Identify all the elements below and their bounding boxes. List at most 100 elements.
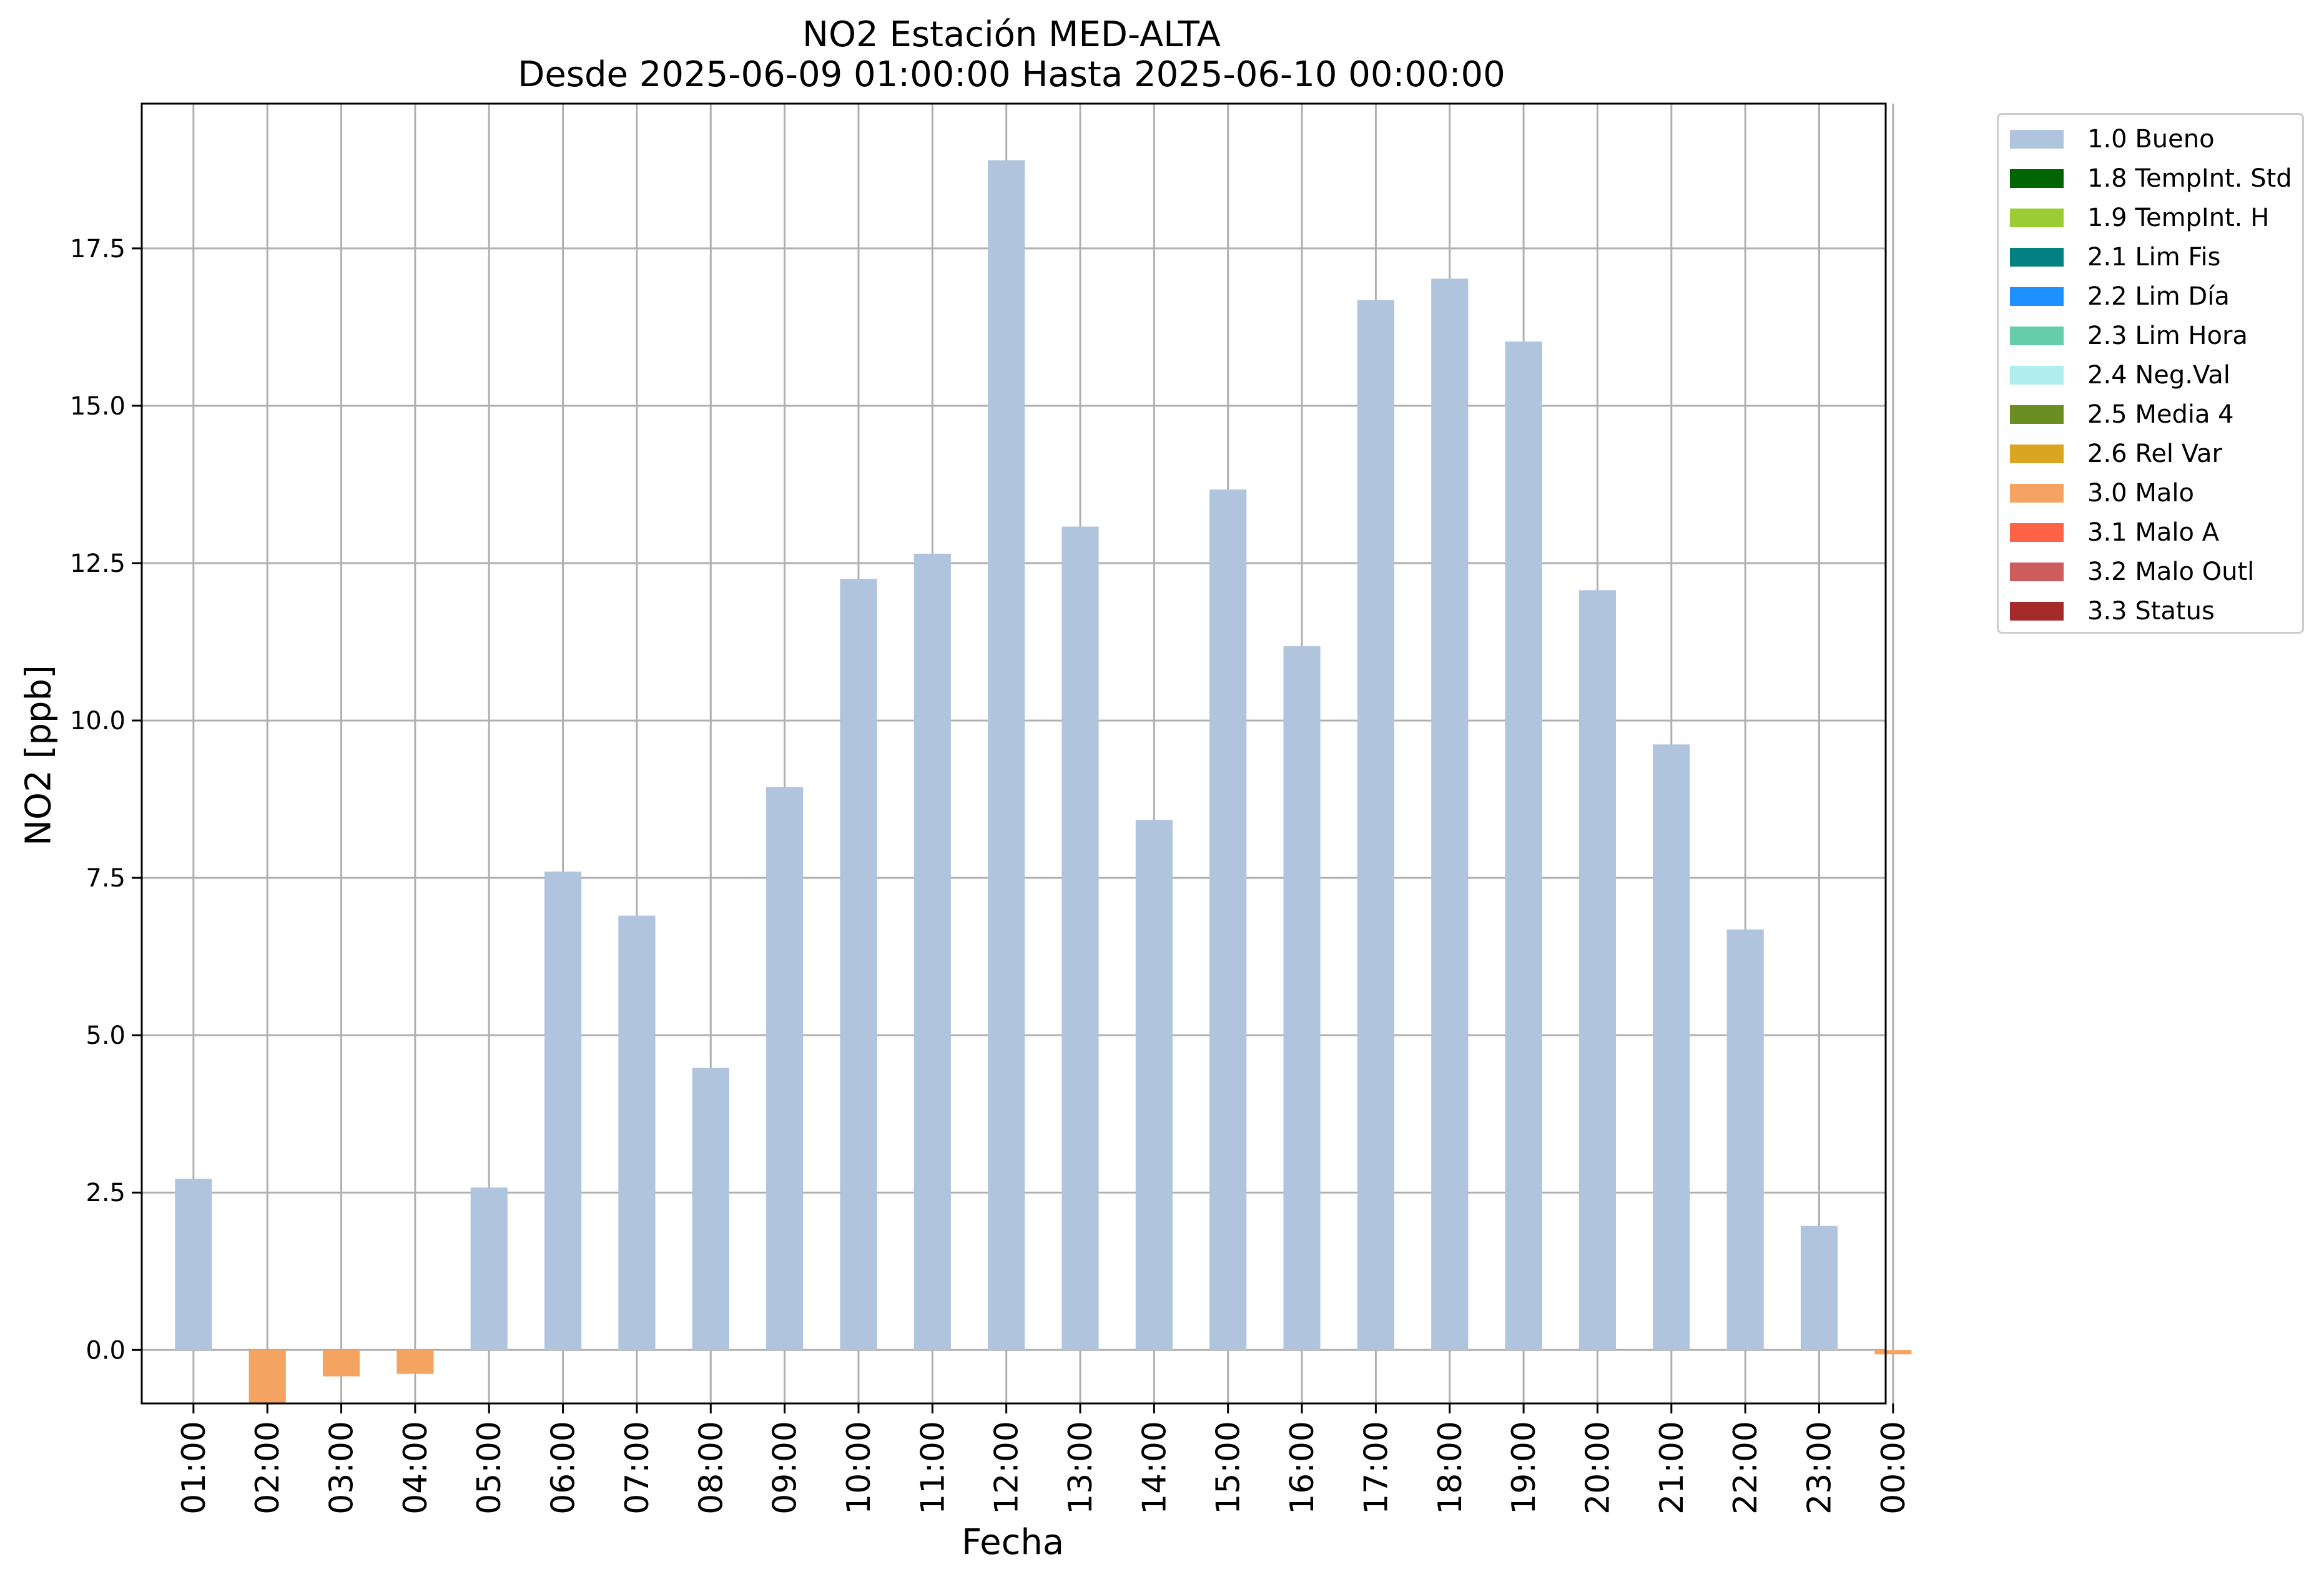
bar-12:00 <box>988 160 1025 1350</box>
bar-00:00 <box>1874 1350 1912 1355</box>
bar-17:00 <box>1357 300 1394 1350</box>
bar-09:00 <box>766 787 804 1350</box>
bar-03:00 <box>322 1350 360 1377</box>
y-tick-label: 5.0 <box>86 1021 126 1050</box>
legend-label: 3.1 Malo A <box>2087 518 2220 547</box>
plot-frame <box>140 102 1887 1405</box>
y-axis-label: NO2 [ppb] <box>18 665 59 846</box>
x-tick-label: 20:00 <box>1579 1421 1617 1515</box>
legend-item: 3.1 Malo A <box>2010 517 2219 548</box>
x-tick-label: 12:00 <box>988 1421 1026 1515</box>
legend-swatch <box>2010 248 2064 267</box>
x-tick-label: 10:00 <box>840 1421 878 1515</box>
bar-22:00 <box>1726 929 1764 1350</box>
legend-label: 2.2 Lim Día <box>2087 282 2230 311</box>
x-tick-label: 07:00 <box>619 1421 656 1515</box>
legend-swatch <box>2010 602 2064 621</box>
x-tick-label: 21:00 <box>1653 1421 1691 1515</box>
x-tick-label: 05:00 <box>471 1421 508 1515</box>
x-tick-label: 22:00 <box>1727 1421 1765 1515</box>
legend: 1.0 Bueno 1.8 TempInt. Std 1.9 TempInt. H 2… <box>1997 113 2304 634</box>
legend-swatch <box>2010 130 2064 149</box>
legend-item: 2.6 Rel Var <box>2010 438 2222 469</box>
bar-02:00 <box>249 1350 286 1403</box>
x-tick-label: 06:00 <box>545 1421 583 1515</box>
legend-item: 3.2 Malo Outl <box>2010 556 2254 587</box>
x-tick-label: 11:00 <box>914 1421 952 1515</box>
y-tick-label: 7.5 <box>86 864 126 893</box>
x-tick-label: 08:00 <box>692 1421 730 1515</box>
x-tick-label: 23:00 <box>1801 1421 1838 1515</box>
legend-item: 2.1 Lim Fis <box>2010 242 2220 273</box>
bar-13:00 <box>1061 526 1099 1350</box>
x-tick-label: 17:00 <box>1357 1421 1395 1515</box>
legend-label: 3.2 Malo Outl <box>2087 558 2255 586</box>
legend-label: 2.1 Lim Fis <box>2087 243 2221 272</box>
legend-label: 1.8 TempInt. Std <box>2087 164 2292 193</box>
legend-item: 1.0 Bueno <box>2010 124 2215 155</box>
bar-20:00 <box>1578 590 1617 1350</box>
legend-swatch <box>2010 209 2064 227</box>
legend-item: 2.5 Media 4 <box>2010 399 2234 430</box>
bar-23:00 <box>1800 1226 1838 1350</box>
x-tick-label: 19:00 <box>1505 1421 1543 1515</box>
bar-11:00 <box>913 553 951 1350</box>
legend-swatch <box>2010 563 2064 581</box>
legend-label: 2.5 Media 4 <box>2087 400 2234 429</box>
bar-14:00 <box>1135 820 1173 1350</box>
bar-21:00 <box>1653 744 1690 1350</box>
bar-04:00 <box>396 1350 434 1374</box>
legend-swatch <box>2010 405 2064 424</box>
legend-swatch <box>2010 445 2064 463</box>
y-tick-label: 15.0 <box>70 392 126 421</box>
legend-label: 1.9 TempInt. H <box>2087 204 2270 232</box>
y-tick-label: 12.5 <box>70 549 126 578</box>
x-tick-label: 14:00 <box>1136 1421 1173 1515</box>
y-tick-label: 10.0 <box>70 707 126 735</box>
x-tick-label: 18:00 <box>1432 1421 1469 1515</box>
bar-01:00 <box>175 1179 212 1350</box>
x-tick-label: 01:00 <box>175 1421 213 1515</box>
x-tick-label: 03:00 <box>323 1421 361 1515</box>
legend-swatch <box>2010 523 2064 542</box>
legend-label: 2.4 Neg.Val <box>2087 361 2230 390</box>
legend-label: 2.3 Lim Hora <box>2087 322 2248 350</box>
bar-10:00 <box>840 579 877 1350</box>
bar-07:00 <box>618 915 656 1350</box>
legend-label: 3.3 Status <box>2087 597 2215 626</box>
x-tick-label: 00:00 <box>1875 1421 1913 1515</box>
bars <box>175 160 1912 1403</box>
y-tick-label: 2.5 <box>86 1179 126 1207</box>
x-tick-label: 02:00 <box>249 1421 287 1515</box>
y-tick-label: 0.0 <box>86 1336 126 1365</box>
bar-08:00 <box>692 1068 729 1350</box>
x-tick-label: 04:00 <box>397 1421 435 1515</box>
x-tick-label: 16:00 <box>1284 1421 1321 1515</box>
y-tick-label: 17.5 <box>70 235 126 263</box>
legend-swatch <box>2010 366 2064 385</box>
bar-05:00 <box>470 1187 508 1350</box>
legend-swatch <box>2010 327 2064 345</box>
legend-item: 2.4 Neg.Val <box>2010 360 2230 391</box>
x-tick-label: 09:00 <box>767 1421 804 1515</box>
legend-item: 3.3 Status <box>2010 596 2215 627</box>
x-axis: 01:00 02:00 03:00 04:00 05:00 06:00 07:00 08:00… <box>175 1403 1913 1515</box>
legend-label: 1.0 Bueno <box>2087 125 2215 154</box>
y-axis: 0.0 2.5 5.0 7.5 10.0 12.5 15.0 17.5 <box>70 235 142 1365</box>
bar-16:00 <box>1283 646 1321 1350</box>
chart-title: NO2 Estación MED-ALTA <box>802 14 1221 55</box>
legend-swatch <box>2010 169 2064 188</box>
x-axis-label: Fecha <box>962 1522 1065 1563</box>
bar-18:00 <box>1431 278 1469 1350</box>
legend-label: 2.6 Rel Var <box>2087 440 2222 468</box>
legend-swatch <box>2010 287 2064 306</box>
legend-label: 3.0 Malo <box>2087 479 2194 508</box>
bar-19:00 <box>1505 341 1542 1350</box>
legend-swatch <box>2010 484 2064 503</box>
legend-item: 1.8 TempInt. Std <box>2010 163 2292 194</box>
bar-06:00 <box>544 872 582 1350</box>
bar-15:00 <box>1209 489 1247 1350</box>
x-tick-label: 13:00 <box>1062 1421 1100 1515</box>
chart-subtitle: Desde 2025-06-09 01:00:00 Hasta 2025-06-… <box>518 54 1505 95</box>
